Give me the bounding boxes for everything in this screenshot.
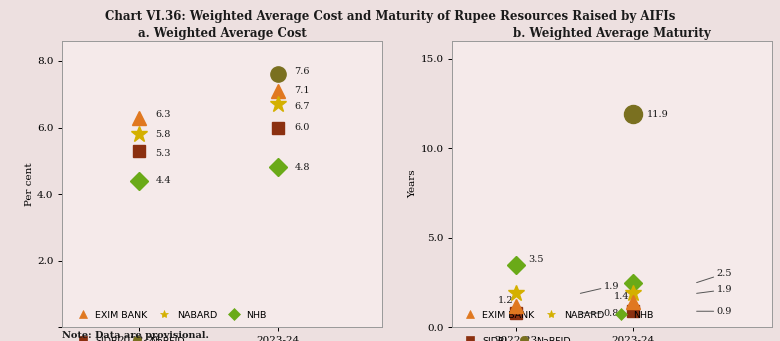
Text: 5.3: 5.3 <box>155 149 171 158</box>
Y-axis label: Per cent: Per cent <box>25 162 34 206</box>
Text: 1.9: 1.9 <box>697 285 732 294</box>
Title: b. Weighted Average Maturity: b. Weighted Average Maturity <box>513 27 711 40</box>
Text: 11.9: 11.9 <box>647 110 668 119</box>
Y-axis label: Years: Years <box>409 170 417 198</box>
Text: 5.8: 5.8 <box>155 130 171 139</box>
Text: Chart VI.36: Weighted Average Cost and Maturity of Rupee Resources Raised by AIF: Chart VI.36: Weighted Average Cost and M… <box>105 10 675 23</box>
Text: 1.9: 1.9 <box>580 282 619 293</box>
Text: 0.8: 0.8 <box>580 309 619 317</box>
Text: Note: Data are provisional.: Note: Data are provisional. <box>62 331 209 340</box>
Text: 1.2: 1.2 <box>498 296 513 305</box>
Legend: SIDBI, NaBFID: SIDBI, NaBFID <box>460 337 571 341</box>
Legend: SIDBI, NaBFID: SIDBI, NaBFID <box>73 337 184 341</box>
Text: 4.8: 4.8 <box>295 163 310 172</box>
Text: 1.4: 1.4 <box>614 293 629 301</box>
Text: 3.5: 3.5 <box>528 255 544 264</box>
Text: 2.5: 2.5 <box>697 269 732 283</box>
Text: 4.4: 4.4 <box>155 176 171 185</box>
Text: 6.7: 6.7 <box>295 102 310 112</box>
Text: 7.6: 7.6 <box>295 67 310 76</box>
Text: 0.9: 0.9 <box>697 307 732 316</box>
Text: 6.0: 6.0 <box>295 123 310 132</box>
Text: 7.1: 7.1 <box>295 86 310 95</box>
Text: 6.3: 6.3 <box>155 110 171 119</box>
Title: a. Weighted Average Cost: a. Weighted Average Cost <box>138 27 307 40</box>
